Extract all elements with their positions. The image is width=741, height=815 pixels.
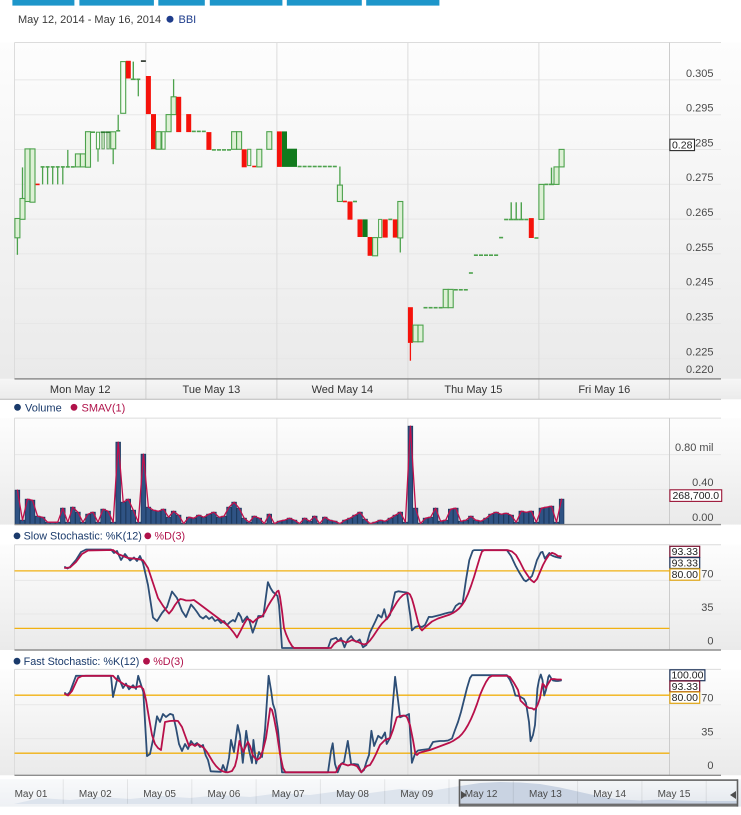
svg-text:0.305: 0.305 xyxy=(686,68,714,80)
svg-text:93.33: 93.33 xyxy=(672,546,698,558)
svg-text:May 01: May 01 xyxy=(15,789,48,800)
svg-text:May 06: May 06 xyxy=(208,789,241,800)
svg-text:80.00: 80.00 xyxy=(672,569,698,581)
svg-text:May 07: May 07 xyxy=(272,789,305,800)
svg-text:93.33: 93.33 xyxy=(672,558,698,570)
svg-text:268,700.0: 268,700.0 xyxy=(672,490,719,502)
svg-text:0.00: 0.00 xyxy=(692,512,713,524)
svg-text:0.295: 0.295 xyxy=(686,103,714,115)
svg-text:Slow Stochastic: %K(12): Slow Stochastic: %K(12) xyxy=(24,531,142,543)
svg-text:May 08: May 08 xyxy=(336,789,369,800)
svg-text:0: 0 xyxy=(707,636,713,648)
svg-text:0.275: 0.275 xyxy=(686,172,714,184)
svg-text:May 14: May 14 xyxy=(593,789,626,800)
svg-text:100.00: 100.00 xyxy=(671,670,703,682)
svg-text:May 13: May 13 xyxy=(529,789,562,800)
svg-text:0.225: 0.225 xyxy=(686,347,714,359)
svg-text:May 02: May 02 xyxy=(79,789,112,800)
svg-text:Tue May 13: Tue May 13 xyxy=(183,384,241,396)
svg-text:Volume: Volume xyxy=(25,402,62,414)
svg-text:Wed May 14: Wed May 14 xyxy=(312,384,374,396)
svg-text:70: 70 xyxy=(701,568,713,580)
svg-text:80.00: 80.00 xyxy=(672,692,698,704)
svg-text:SMAV(1): SMAV(1) xyxy=(82,402,126,414)
svg-text:Mon May 12: Mon May 12 xyxy=(50,384,111,396)
svg-text:Thu May 15: Thu May 15 xyxy=(444,384,502,396)
svg-text:May 12, 2014 - May 16, 2014: May 12, 2014 - May 16, 2014 xyxy=(18,14,161,26)
svg-text:0.265: 0.265 xyxy=(686,207,714,219)
svg-text:%D(3): %D(3) xyxy=(155,531,186,543)
svg-text:93.33: 93.33 xyxy=(672,681,698,693)
svg-text:0.245: 0.245 xyxy=(686,277,714,289)
svg-text:0.255: 0.255 xyxy=(686,242,714,254)
svg-text:BBI: BBI xyxy=(179,14,197,26)
svg-text:0.28: 0.28 xyxy=(672,139,693,151)
svg-text:0.235: 0.235 xyxy=(686,311,714,323)
svg-text:0.40: 0.40 xyxy=(692,477,713,489)
svg-text:0.220: 0.220 xyxy=(686,364,714,376)
svg-text:May 09: May 09 xyxy=(400,789,433,800)
svg-text:35: 35 xyxy=(701,727,713,739)
svg-text:%D(3): %D(3) xyxy=(153,656,184,668)
svg-text:0: 0 xyxy=(707,760,713,772)
svg-text:Fri May 16: Fri May 16 xyxy=(578,384,630,396)
svg-text:May 05: May 05 xyxy=(143,789,176,800)
svg-text:70: 70 xyxy=(701,693,713,705)
svg-text:May 15: May 15 xyxy=(658,789,691,800)
svg-text:Fast Stochastic: %K(12): Fast Stochastic: %K(12) xyxy=(24,656,140,668)
svg-text:0.80 mil: 0.80 mil xyxy=(675,442,714,454)
svg-text:May 12: May 12 xyxy=(465,789,498,800)
svg-text:35: 35 xyxy=(701,602,713,614)
